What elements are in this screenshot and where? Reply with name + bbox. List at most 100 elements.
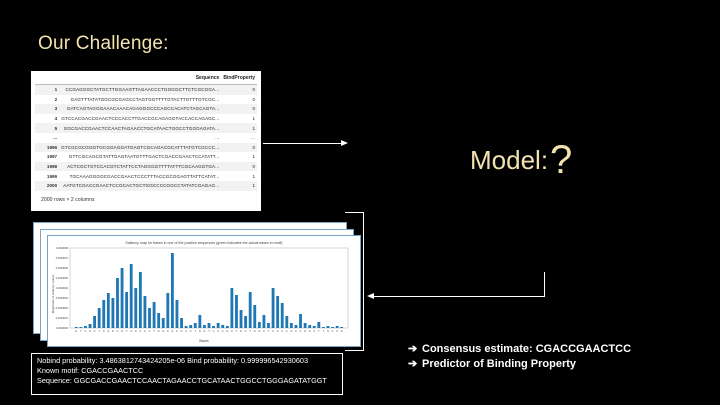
saliency-bar	[230, 288, 234, 328]
saliency-bar	[317, 322, 321, 328]
x-tick-label: A	[222, 329, 224, 333]
dataframe-table: Sequence BindProperty 1 CCGAGGGCTATGCTTGG…	[31, 71, 261, 211]
x-tick-label: G	[199, 329, 201, 333]
x-tick-label: G	[341, 329, 343, 333]
saliency-chart: Saliency map for bases in one of the pos…	[47, 235, 361, 347]
x-tick-label: T	[194, 329, 196, 333]
x-tick-label: T	[153, 329, 155, 333]
y-tick-label: 0.0000007	[56, 256, 69, 260]
saliency-bar	[180, 318, 183, 328]
table-row: 1997 GTTCGCAGCGTATTGAGTAATGTTTGACTCGACCGA…	[35, 152, 257, 162]
saliency-bar	[335, 326, 339, 328]
x-tick-label: T	[268, 329, 270, 333]
saliency-bar	[285, 316, 289, 328]
y-tick-label: 0.0000003	[56, 296, 69, 300]
table-row: 1998 ACTCGCTGTCCACGTCTATTCCTAGGGGTTTTATTT…	[35, 161, 257, 172]
table-row: .........	[35, 133, 257, 143]
arrow-head-icon	[367, 293, 374, 299]
x-tick-label: G	[135, 329, 137, 333]
y-tick-label: 0.0000006	[56, 266, 69, 270]
saliency-bar	[152, 302, 156, 328]
row-index: 3	[35, 104, 60, 114]
row-bindproperty: 1	[221, 180, 257, 191]
row-sequence: GATCAGTAGGGAAACAAACAGAGGGCCCAGCCACATCTAG…	[59, 104, 222, 114]
x-tick-label: T	[126, 329, 128, 333]
x-tick-label: T	[318, 329, 320, 333]
bullet-list: ➔ Consensus estimate: CGACCGAACTCC ➔ Predi…	[408, 342, 631, 372]
table-row: 1 CCGAGGGCTATGCTTGGAAGTTAGAACCCTGGGGCTTCT…	[35, 84, 257, 95]
bullet-predictor: ➔ Predictor of Binding Property	[408, 357, 631, 370]
x-tick-label: C	[149, 329, 151, 333]
x-tick-label: C	[213, 329, 215, 333]
x-tick-label: C	[313, 329, 315, 333]
row-sequence: GTCGCGCGGGTGCGGAGGATGAGTCGCAGACGCATTTATG…	[59, 142, 222, 153]
x-tick-label: G	[327, 329, 329, 333]
table-row: 1996 GTCGCGCGGGTGCGGAGGATGAGTCGCAGACGCATT…	[35, 142, 257, 153]
row-sequence: GTTCGCAGCGTATTGAGTAATGTTTGACTCGACCGAACTC…	[68, 154, 220, 160]
saliency-bar	[221, 325, 225, 328]
saliency-bar	[193, 323, 197, 328]
saliency-bar	[161, 318, 165, 328]
saliency-bar	[340, 327, 344, 328]
row-bindproperty: 1	[252, 173, 255, 179]
row-bindproperty: 1	[252, 116, 255, 122]
saliency-bar	[257, 322, 261, 328]
model-label: Model:?	[470, 134, 572, 182]
saliency-bar	[239, 310, 243, 328]
saliency-bar	[235, 295, 238, 328]
x-tick-label: C	[281, 329, 283, 333]
row-index: ...	[53, 135, 58, 141]
saliency-bar	[244, 316, 248, 328]
row-sequence: GTCCACGACCGAACTCCCACCTTGACCGCAGAGGTACCAC…	[61, 116, 220, 122]
saliency-bar	[294, 325, 298, 328]
saliency-bar	[198, 315, 202, 328]
y-tick-label: 0.0000000	[56, 326, 69, 330]
x-tick-label: A	[291, 329, 293, 333]
saliency-bar	[170, 253, 174, 328]
chart-title: Saliency map for bases in one of the pos…	[125, 241, 282, 245]
table-footer: 2000 rows × 2 columns	[41, 196, 95, 203]
known-motif-line: Known motif: CGACCGAACTCC	[37, 366, 144, 375]
x-tick-label: G	[112, 329, 114, 333]
column-header-index	[35, 73, 60, 85]
saliency-bar	[253, 305, 257, 328]
saliency-bar	[143, 296, 147, 328]
x-tick-label: C	[176, 329, 178, 333]
x-tick-label: G	[158, 329, 160, 333]
x-tick-label: C	[139, 329, 141, 333]
saliency-bar	[189, 325, 193, 328]
saliency-bar	[102, 300, 106, 328]
x-tick-label: C	[103, 329, 105, 333]
saliency-bar	[93, 316, 97, 328]
x-tick-label: G	[181, 329, 183, 333]
saliency-bar	[74, 327, 78, 328]
x-tick-label: C	[231, 329, 233, 333]
bullet-text: Predictor of Binding Property	[422, 358, 577, 370]
y-tick-label: 0.0000001	[56, 316, 69, 320]
saliency-bar	[106, 293, 110, 328]
x-tick-label: T	[249, 329, 251, 333]
saliency-bar	[134, 288, 138, 328]
slide-title: Our Challenge:	[38, 33, 169, 54]
saliency-bar	[184, 326, 188, 328]
x-tick-label: C	[295, 329, 297, 333]
saliency-bar	[276, 296, 280, 328]
x-tick-label: A	[309, 329, 311, 333]
x-tick-label: A	[286, 329, 288, 333]
arrow-bullet-icon: ➔	[408, 358, 418, 370]
column-header-bindproperty: BindProperty	[221, 73, 257, 85]
x-tick-label: C	[85, 329, 87, 333]
saliency-bar	[116, 278, 119, 328]
row-index: 2	[54, 96, 58, 102]
row-index: 1	[35, 84, 60, 95]
row-index: 1999	[46, 173, 58, 179]
bullet-text: Consensus estimate: CGACCGAACTCC	[422, 343, 632, 355]
row-bindproperty: 0	[221, 142, 257, 153]
row-index: 1996	[35, 142, 60, 153]
row-bindproperty: 0	[252, 96, 255, 102]
saliency-bar	[308, 325, 312, 328]
x-tick-label: C	[332, 329, 334, 333]
row-index: 4	[54, 116, 58, 122]
saliency-bar	[88, 324, 92, 328]
saliency-bar	[120, 268, 124, 328]
